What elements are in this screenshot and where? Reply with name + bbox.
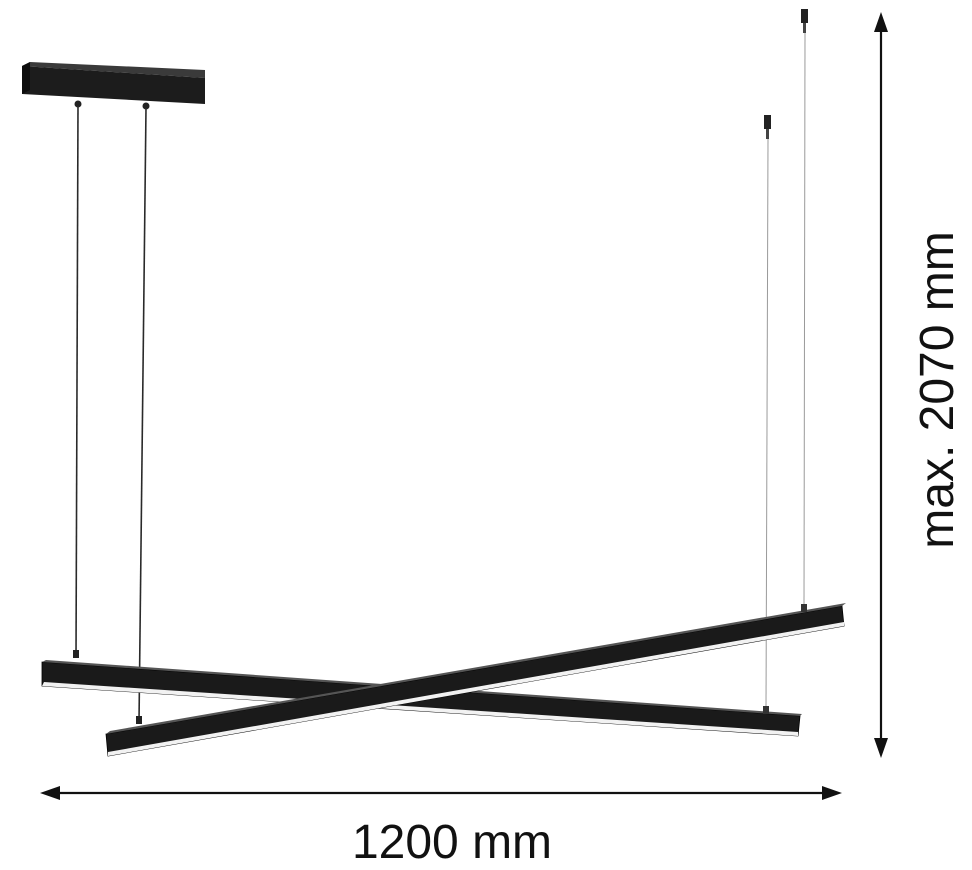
suspension-cables-right [764,9,808,709]
ceiling-canopy [22,62,205,110]
height-dimension [874,12,888,758]
height-label: max. 2070 mm [911,231,964,548]
led-bar-2 [105,603,846,757]
width-label: 1200 mm [352,816,552,869]
suspension-cables-left [73,105,147,724]
width-dimension [40,786,842,800]
